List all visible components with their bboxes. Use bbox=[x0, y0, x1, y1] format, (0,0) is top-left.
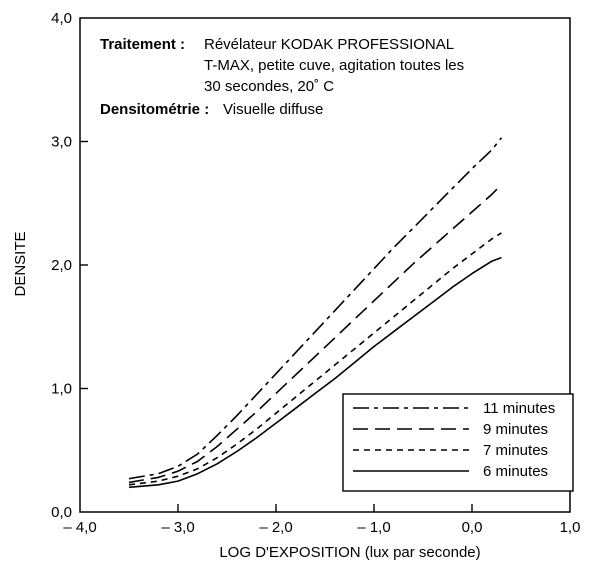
x-tick-label: – 1,0 bbox=[357, 519, 390, 536]
legend-label: 7 minutes bbox=[483, 442, 548, 459]
y-tick-label: 1,0 bbox=[51, 381, 72, 398]
legend-label: 11 minutes bbox=[483, 400, 555, 417]
series-line-6-minutes bbox=[128, 256, 502, 489]
x-tick-label: – 3,0 bbox=[161, 519, 194, 536]
y-tick-label: 3,0 bbox=[51, 134, 72, 151]
annotation-processing-text-1: Révélateur KODAK PROFESSIONAL bbox=[204, 36, 454, 53]
annotation-densitometry-text: Visuelle diffuse bbox=[223, 101, 323, 118]
legend-items: 11 minutes 9 minutes 7 minutes 6 minutes bbox=[353, 400, 555, 480]
annotation-processing-text-2: T-MAX, petite cuve, agitation toutes les bbox=[204, 57, 464, 74]
axes: – 4,0 – 3,0 – 2,0 – 1,0 0,0 1,0 0,0 1,0 2,0 3,0 4,… bbox=[51, 10, 580, 536]
y-tick-label: 2,0 bbox=[51, 257, 72, 274]
x-tick-label: – 4,0 bbox=[63, 519, 96, 536]
y-axis-title: DENSITE bbox=[12, 231, 29, 296]
annotation-processing-text-3: 30 secondes, 20˚ C bbox=[204, 78, 334, 95]
processing-annotation: Traitement : Révélateur KODAK PROFESSION… bbox=[100, 36, 464, 118]
annotation-densitometry-label: Densitométrie : bbox=[100, 101, 209, 118]
annotation-processing-label: Traitement : bbox=[100, 36, 185, 53]
legend: 11 minutes 9 minutes 7 minutes 6 minutes bbox=[342, 393, 574, 492]
x-axis-title: LOG D'EXPOSITION (lux par seconde) bbox=[219, 544, 480, 561]
y-tick-label: 0,0 bbox=[51, 504, 72, 521]
x-tick-label: 1,0 bbox=[560, 519, 581, 536]
x-tick-label: 0,0 bbox=[462, 519, 483, 536]
y-tick-label: 4,0 bbox=[51, 10, 72, 27]
legend-box bbox=[342, 393, 574, 492]
x-tick-label: – 2,0 bbox=[259, 519, 292, 536]
series-lines bbox=[128, 137, 503, 489]
series-line-7-minutes bbox=[128, 232, 502, 486]
legend-label: 9 minutes bbox=[483, 421, 548, 438]
legend-label: 6 minutes bbox=[483, 463, 548, 480]
series-line-9-minutes bbox=[128, 184, 502, 484]
